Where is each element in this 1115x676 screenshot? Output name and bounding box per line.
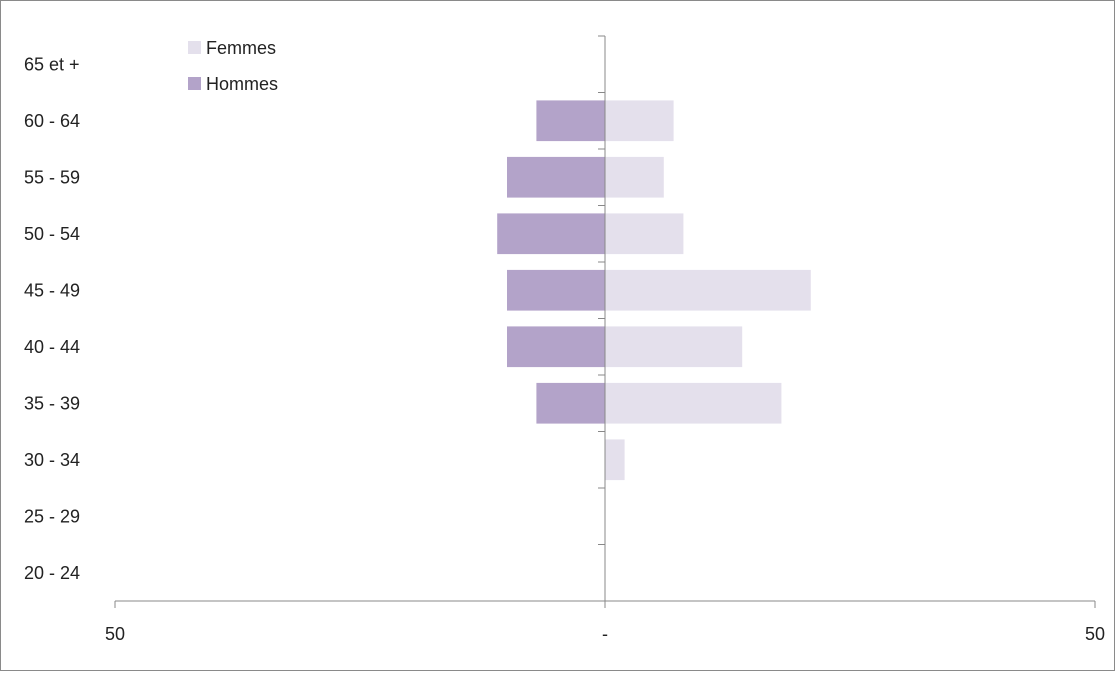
y-tick-label: 45 - 49 — [24, 280, 80, 300]
y-tick-label: 60 - 64 — [24, 111, 80, 131]
legend-label: Hommes — [206, 74, 278, 94]
femmes-bar — [605, 326, 743, 368]
femmes-bar — [605, 156, 664, 198]
y-tick-label: 50 - 54 — [24, 224, 80, 244]
femmes-bar — [605, 382, 782, 424]
axes-layer — [114, 35, 1096, 608]
labels-layer: 20 - 24 25 - 29 30 - 34 35 - 39 40 - 44 45 - … — [24, 54, 1105, 644]
bars-layer — [497, 100, 811, 481]
femmes-bar — [605, 100, 674, 142]
x-tick-label: - — [602, 624, 608, 644]
hommes-bar — [507, 156, 605, 198]
y-tick-label: 65 et + — [24, 54, 80, 74]
hommes-bar — [536, 382, 605, 424]
hommes-bar — [497, 213, 605, 255]
femmes-bar — [605, 439, 625, 481]
y-tick-label: 20 - 24 — [24, 563, 80, 583]
legend-swatch — [188, 41, 201, 54]
legend: Femmes Hommes — [188, 38, 278, 94]
femmes-bar — [605, 269, 811, 311]
legend-label: Femmes — [206, 38, 276, 58]
hommes-bar — [507, 326, 605, 368]
hommes-bar — [536, 100, 605, 142]
femmes-bar — [605, 213, 684, 255]
x-tick-label: 50 — [105, 624, 125, 644]
legend-swatch — [188, 77, 201, 90]
x-tick-label: 50 — [1085, 624, 1105, 644]
y-tick-label: 40 - 44 — [24, 337, 80, 357]
y-tick-label: 35 - 39 — [24, 393, 80, 413]
y-tick-label: 25 - 29 — [24, 506, 80, 526]
hommes-bar — [507, 269, 605, 311]
y-tick-label: 55 - 59 — [24, 167, 80, 187]
y-tick-label: 30 - 34 — [24, 450, 80, 470]
